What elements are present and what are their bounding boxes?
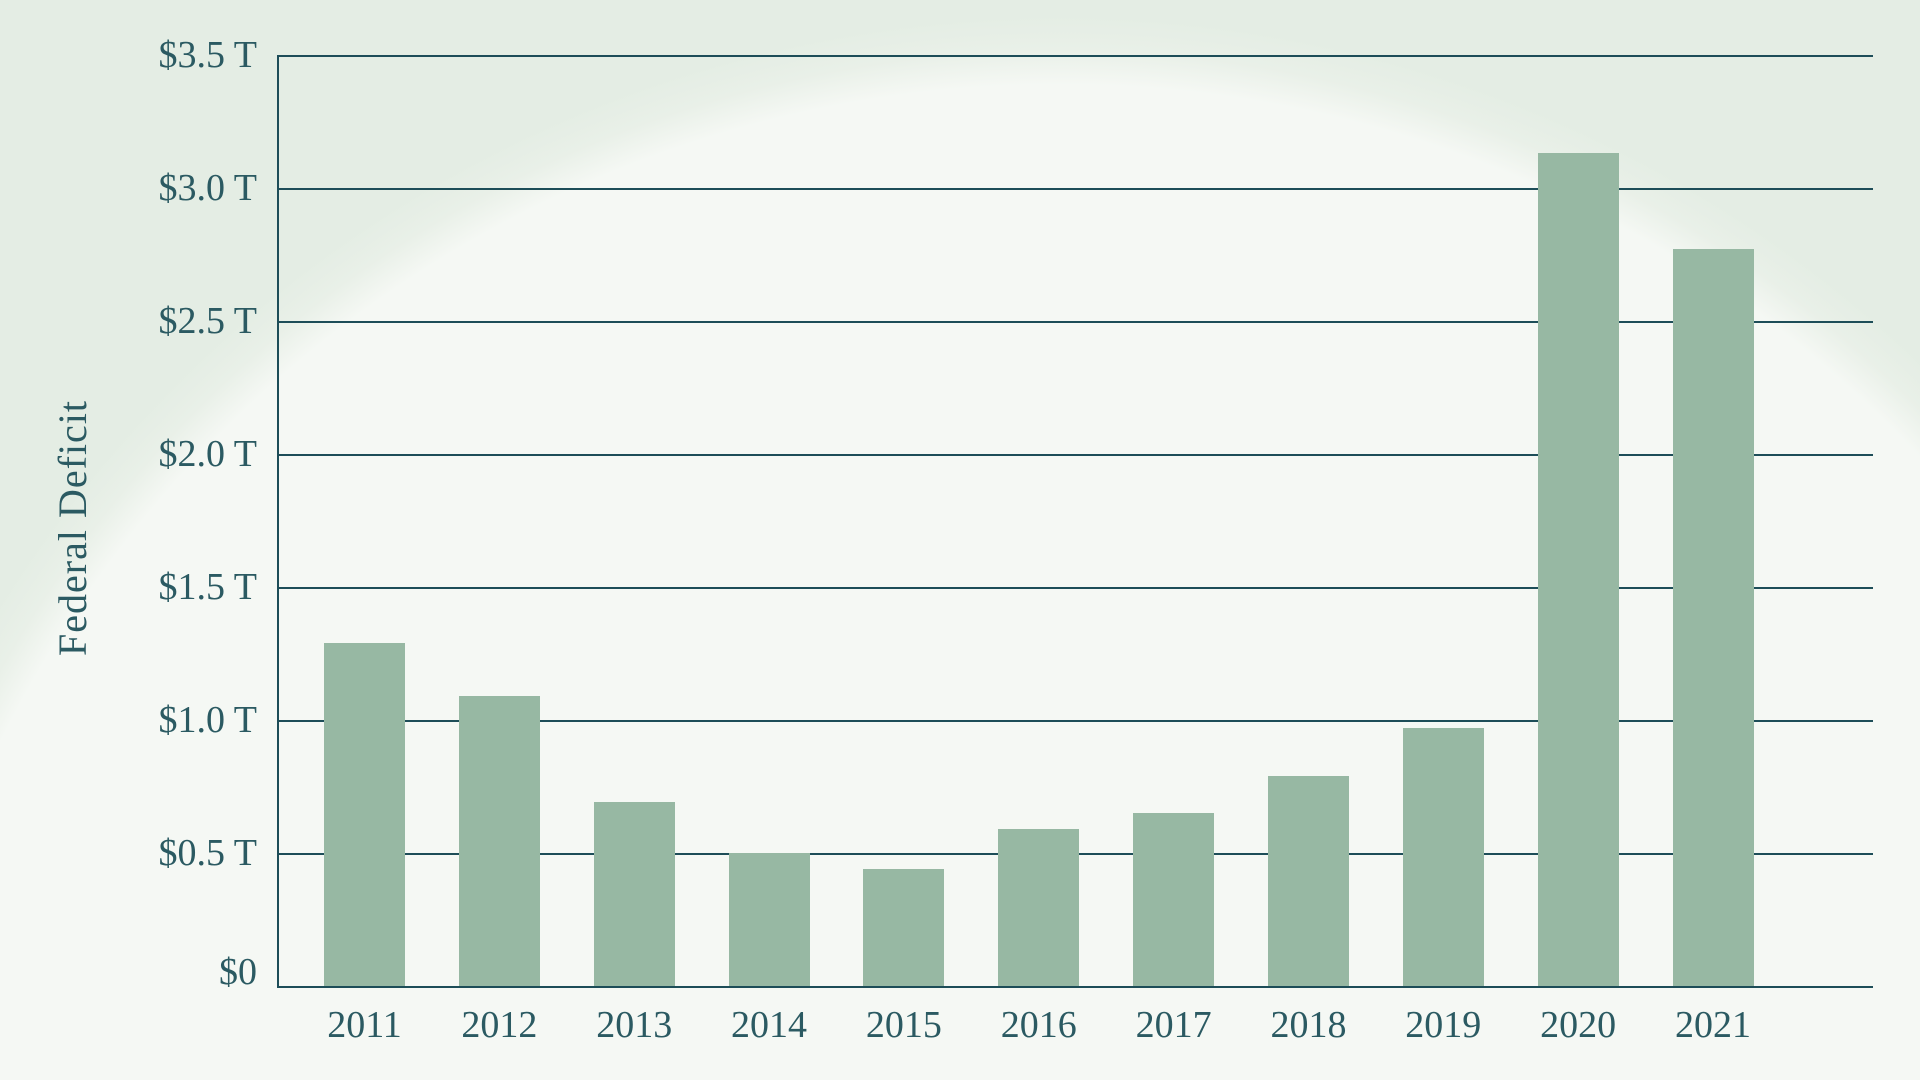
plot-area	[277, 55, 1873, 988]
gridline	[277, 454, 1873, 456]
x-tick-label: 2016	[1000, 1004, 1077, 1046]
bar-2018	[1267, 776, 1349, 986]
gridline	[277, 720, 1873, 722]
bar-2015	[863, 869, 945, 986]
x-tick-label: 2021	[1675, 1004, 1751, 1046]
x-tick-label: 2012	[461, 1004, 538, 1046]
x-tick-label: 2017	[1135, 1004, 1212, 1046]
bar-2021	[1672, 249, 1754, 986]
y-tick-label: $3.0 T	[158, 167, 257, 209]
bar-2011	[324, 643, 405, 986]
y-tick-label: $1.5 T	[158, 566, 257, 608]
gridline	[277, 55, 1873, 57]
bar-2014	[728, 853, 810, 986]
x-tick-label: 2020	[1540, 1004, 1617, 1046]
x-tick-label: 2013	[596, 1004, 673, 1046]
x-tick-label: 2019	[1405, 1004, 1482, 1046]
gridline	[277, 321, 1873, 323]
bar-2017	[1133, 813, 1215, 986]
y-axis-line	[277, 55, 279, 986]
gridline	[277, 188, 1873, 190]
y-tick-label: $2.0 T	[158, 433, 257, 475]
y-tick-label: $2.5 T	[158, 300, 257, 342]
y-tick-label: $0.5 T	[158, 832, 257, 874]
gridline	[277, 587, 1873, 589]
y-tick-label: $1.0 T	[158, 699, 257, 741]
bar-2012	[458, 696, 540, 986]
x-axis-line	[277, 986, 1873, 988]
bar-2019	[1402, 728, 1484, 986]
y-tick-label: $0	[219, 951, 257, 993]
x-tick-label: 2011	[327, 1004, 402, 1046]
x-tick-label: 2014	[731, 1004, 808, 1046]
y-tick-label: $3.5 T	[158, 34, 257, 76]
x-tick-label: 2018	[1270, 1004, 1347, 1046]
bar-2020	[1537, 153, 1619, 986]
bar-2016	[998, 829, 1080, 986]
x-tick-label: 2015	[865, 1004, 942, 1046]
bar-2013	[593, 802, 675, 986]
